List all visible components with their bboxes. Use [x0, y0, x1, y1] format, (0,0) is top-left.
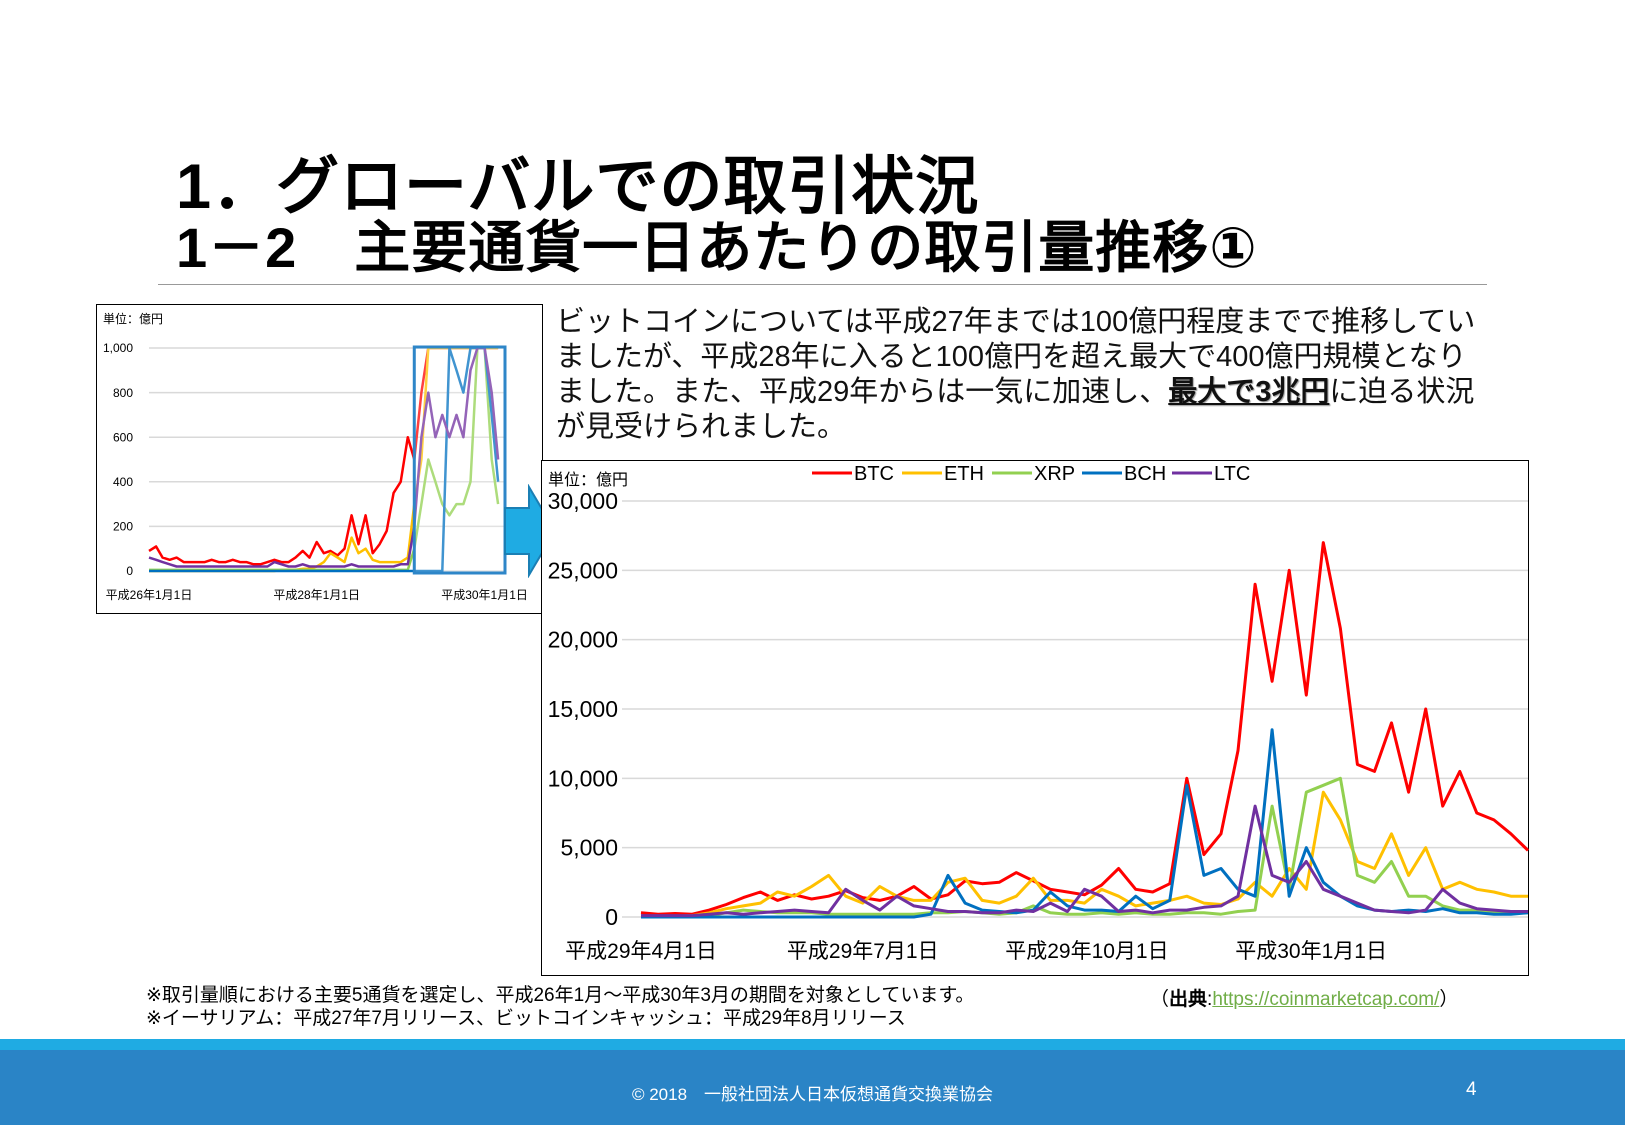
legend-label-ltc: LTC: [1214, 463, 1250, 485]
series-line-btc: [640, 541, 1530, 916]
series-line-ltc: [641, 804, 1528, 918]
description-line3-pre: ました。また、平成29年からは一気に加速し、: [556, 376, 1169, 408]
footer-copyright: © 2018 一般社団法人日本仮想通貨交換業協会: [631, 1085, 994, 1104]
y-tick-label: 5,000: [560, 835, 618, 861]
source-paren-close: ）: [1439, 989, 1459, 1010]
footnote-release: ※イーサリアム：平成27年7月リリース、ビットコインキャッシュ：平成29年8月リ…: [146, 1008, 906, 1029]
y-tick-label: 400: [113, 475, 133, 489]
y-tick-label: 25,000: [548, 557, 618, 583]
description-line: が見受けられました。: [556, 411, 847, 443]
unit-label: 単位：億円: [548, 471, 628, 489]
x-tick-label: 平成26年1月1日: [106, 588, 193, 602]
x-tick-label: 平成29年4月1日: [565, 940, 717, 963]
footer-stripe: [0, 1039, 1625, 1050]
y-tick-label: 0: [126, 564, 133, 578]
legend-label-btc: BTC: [854, 463, 894, 485]
description-line: ましたが、平成28年に入ると100億円を超え最大で400億円規模となり: [556, 341, 1467, 373]
footer-bar: [0, 1050, 1625, 1125]
y-tick-label: 10,000: [548, 765, 618, 791]
legend-label-xrp: XRP: [1034, 463, 1075, 485]
detail-chart: 単位：億円 0 5,000 10,000 15,000 20,000 25,000 30,00…: [541, 460, 1530, 976]
overview-chart: 単位：億円 0 200 400 600 800 1,000 平成26年1月1日 平成28年1月1…: [96, 304, 543, 614]
overview-chart-svg: 単位：億円 0 200 400 600 800 1,000 平成26年1月1日 平成28年1月1…: [103, 311, 528, 602]
description-line3-post: に迫る状況: [1329, 376, 1475, 408]
footnote-period: ※取引量順における主要5通貨を選定し、平成26年1月～平成30年3月の期間を対象…: [146, 985, 975, 1006]
y-tick-label: 600: [113, 430, 133, 444]
y-tick-label: 200: [113, 520, 133, 534]
footnotes: ※取引量順における主要5通貨を選定し、平成26年1月～平成30年3月の期間を対象…: [146, 984, 974, 1030]
x-tick-label: 平成30年1月1日: [441, 588, 528, 602]
description-line: ました。また、平成29年からは一気に加速し、最大で3兆円に迫る状況: [556, 375, 1475, 410]
page-number: 4: [1466, 1079, 1477, 1100]
description-text: ビットコインについては平成27年までは100億円程度までで推移してい ましたが、…: [556, 305, 1475, 445]
x-tick-label: 平成29年10月1日: [1005, 940, 1168, 963]
source-citation: （出典:https://coinmarketcap.com/）: [1150, 984, 1458, 1011]
y-tick-label: 20,000: [548, 627, 618, 653]
highlight-range-box: [412, 345, 507, 575]
x-tick-label: 平成28年1月1日: [273, 588, 360, 602]
unit-label: 単位：億円: [103, 311, 163, 326]
y-tick-label: 30,000: [548, 488, 618, 514]
series-line-bch: [149, 346, 500, 573]
y-tick-label: 15,000: [548, 696, 618, 722]
series-line-xrp: [641, 776, 1528, 919]
y-tick-label: 0: [605, 904, 618, 930]
series-line-ltc: [148, 346, 500, 568]
page-subtitle: 1－2 主要通貨一日あたりの取引量推移①: [176, 216, 1258, 279]
legend-label-eth: ETH: [944, 463, 984, 485]
source-label: 出典: [1169, 989, 1208, 1010]
legend-label-bch: BCH: [1124, 463, 1166, 485]
x-tick-label: 平成30年1月1日: [1235, 940, 1387, 963]
source-link[interactable]: https://coinmarketcap.com/: [1212, 989, 1440, 1010]
y-tick-label: 800: [113, 386, 133, 400]
detail-chart-svg: 単位：億円 0 5,000 10,000 15,000 20,000 25,000 30,00…: [548, 463, 1530, 963]
description-line: ビットコインについては平成27年までは100億円程度までで推移してい: [556, 306, 1476, 338]
source-paren-open: （: [1150, 989, 1170, 1010]
y-tick-label: 1,000: [103, 341, 133, 355]
title-divider: [158, 284, 1487, 285]
emphasis-max-3-trillion: 最大で3兆円: [1168, 376, 1330, 408]
source-sep: :: [1207, 989, 1213, 1010]
x-tick-label: 平成29年7月1日: [787, 940, 939, 963]
page-title: 1．グローバルでの取引状況: [176, 152, 980, 222]
series-line-eth: [640, 790, 1528, 919]
